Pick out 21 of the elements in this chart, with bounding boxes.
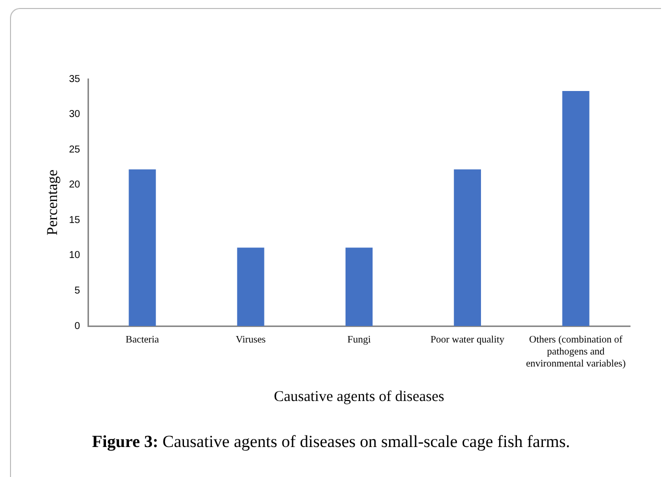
x-tick-label: Viruses [236, 334, 266, 346]
y-tick-label: 25 [69, 144, 81, 156]
caption: Figure 3: Causative agents of diseases on small-scale cage fish farms. [91, 432, 571, 452]
x-tick-label: Poor water quality [430, 334, 504, 346]
bar [562, 90, 590, 326]
bar [454, 169, 481, 326]
x-tick-label: Fungi [347, 334, 371, 346]
bar [346, 248, 373, 326]
y-tick-label: 15 [69, 214, 81, 226]
y-tick-label: 5 [74, 285, 81, 296]
y-tick-label: 10 [69, 250, 81, 262]
y-axis-title: Percentage [44, 169, 61, 236]
bar [128, 169, 156, 326]
bar [237, 248, 264, 326]
x-tick-label: Bacteria [126, 334, 160, 346]
y-tick-label: 20 [69, 180, 81, 191]
y-tick-label: 30 [69, 109, 81, 120]
x-axis-title: Causative agents of diseases [274, 388, 444, 405]
y-tick-label: 0 [74, 320, 81, 332]
y-tick-label: 35 [69, 74, 81, 85]
x-tick-label: Others (combination of pathogens and environmental variables) [526, 334, 626, 370]
